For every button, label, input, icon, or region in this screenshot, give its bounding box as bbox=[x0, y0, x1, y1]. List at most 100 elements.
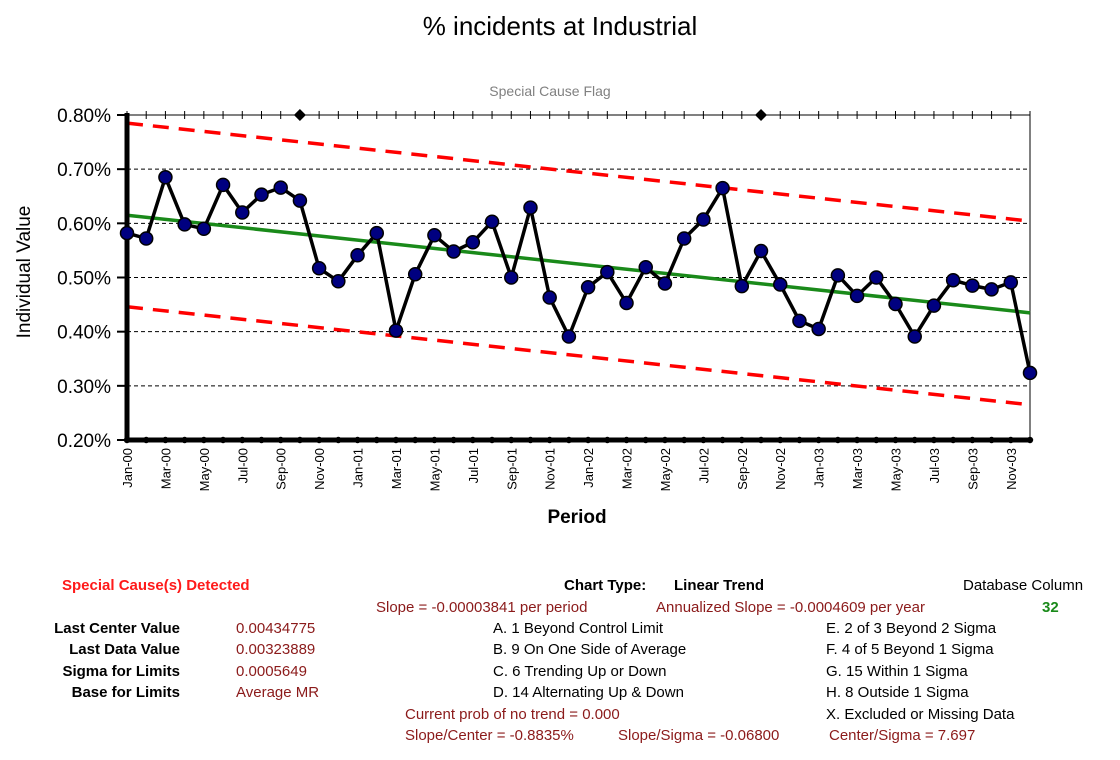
x-tick-marker bbox=[354, 436, 361, 444]
prob-trend-text: Current prob of no trend = 0.000 bbox=[405, 706, 620, 723]
data-point bbox=[504, 270, 519, 285]
data-point bbox=[119, 225, 135, 241]
data-point bbox=[407, 267, 423, 282]
x-tick-marker bbox=[200, 436, 208, 444]
chart-title: % incidents at Industrial bbox=[423, 11, 698, 41]
slope-sigma-text: Slope/Sigma = -0.06800 bbox=[618, 727, 780, 744]
y-tick-label: 0.70% bbox=[57, 160, 111, 181]
data-point bbox=[772, 277, 788, 292]
data-point bbox=[235, 205, 250, 220]
x-tick-label: Sep-01 bbox=[504, 448, 519, 490]
rule-h: H. 8 Outside 1 Sigma bbox=[826, 684, 969, 701]
x-tick-label: Mar-00 bbox=[158, 448, 173, 489]
data-point bbox=[484, 214, 500, 229]
x-tick-marker bbox=[411, 436, 419, 444]
x-tick-marker bbox=[815, 436, 822, 444]
data-point bbox=[542, 290, 557, 305]
chart-type-value: Linear Trend bbox=[674, 577, 765, 594]
x-tick-label: May-03 bbox=[889, 448, 904, 491]
data-point bbox=[888, 296, 903, 312]
data-point bbox=[715, 180, 730, 196]
annualized-slope-text: Annualized Slope = -0.0004609 per year bbox=[656, 599, 925, 616]
data-point bbox=[388, 323, 404, 338]
x-tick-label: Sep-02 bbox=[735, 448, 750, 490]
x-tick-marker bbox=[527, 436, 534, 444]
db-column-value: 32 bbox=[1042, 599, 1059, 616]
x-tick-marker bbox=[373, 436, 380, 444]
x-tick-label: Jan-03 bbox=[812, 448, 827, 488]
x-tick-label: Nov-01 bbox=[543, 448, 558, 490]
x-tick-label: Jul-03 bbox=[927, 448, 942, 483]
x-tick-marker bbox=[143, 436, 150, 444]
sigma-label: Sigma for Limits bbox=[62, 663, 180, 680]
x-tick-marker bbox=[431, 436, 438, 444]
x-tick-marker bbox=[508, 436, 515, 444]
data-point bbox=[734, 278, 750, 294]
data-point bbox=[945, 272, 961, 288]
data-point bbox=[350, 248, 365, 263]
data-line bbox=[126, 175, 1032, 374]
x-tick-marker bbox=[296, 436, 304, 444]
x-tick-marker bbox=[661, 436, 669, 444]
data-point bbox=[273, 180, 288, 195]
x-tick-marker bbox=[392, 436, 400, 444]
x-tick-marker bbox=[239, 436, 246, 444]
rule-g: G. 15 Within 1 Sigma bbox=[826, 663, 968, 680]
x-tick-label: Sep-00 bbox=[274, 448, 289, 490]
x-axis-label: Period bbox=[547, 507, 606, 528]
x-tick-marker bbox=[546, 436, 553, 444]
x-tick-label: Nov-00 bbox=[312, 448, 327, 490]
last-data-label: Last Data Value bbox=[69, 641, 180, 658]
data-point bbox=[907, 329, 922, 344]
x-tick-marker bbox=[757, 436, 765, 444]
data-point bbox=[523, 200, 538, 215]
rule-e: E. 2 of 3 Beyond 2 Sigma bbox=[826, 620, 997, 637]
x-tick-marker bbox=[930, 436, 938, 444]
x-tick-marker bbox=[162, 436, 169, 444]
x-tick-label: May-02 bbox=[658, 448, 673, 491]
x-tick-label: Nov-02 bbox=[773, 448, 788, 490]
y-tick-label: 0.50% bbox=[57, 269, 111, 290]
y-tick-label: 0.30% bbox=[57, 377, 111, 398]
x-tick-marker bbox=[738, 436, 746, 444]
sigma-value: 0.0005649 bbox=[236, 663, 307, 680]
x-tick-marker bbox=[488, 436, 496, 444]
slope-center-text: Slope/Center = -0.8835% bbox=[405, 727, 574, 744]
special-cause-text: Special Cause(s) Detected bbox=[62, 577, 250, 594]
data-point bbox=[1022, 365, 1038, 381]
db-column-label: Database Column bbox=[963, 577, 1084, 594]
slope-text: Slope = -0.00003841 per period bbox=[376, 599, 588, 616]
x-tick-label: Jul-00 bbox=[235, 448, 250, 483]
rule-a: A. 1 Beyond Control Limit bbox=[493, 620, 664, 637]
data-point bbox=[676, 231, 692, 246]
x-tick-marker bbox=[834, 436, 842, 444]
rule-d: D. 14 Alternating Up & Down bbox=[493, 684, 684, 701]
x-tick-marker bbox=[335, 436, 342, 444]
x-tick-label: Mar-03 bbox=[850, 448, 865, 489]
y-tick-label: 0.80% bbox=[57, 106, 111, 127]
last-center-value: 0.00434775 bbox=[236, 620, 316, 637]
x-tick-label: Jan-01 bbox=[351, 448, 366, 488]
data-point bbox=[1003, 275, 1019, 290]
x-tick-marker bbox=[988, 436, 995, 444]
data-point bbox=[158, 170, 173, 185]
data-point bbox=[600, 264, 615, 280]
special-cause-flag bbox=[755, 109, 768, 121]
center-line bbox=[126, 213, 1031, 315]
y-axis-label: Individual Value bbox=[14, 206, 35, 339]
chart-subtitle: Special Cause Flag bbox=[489, 83, 610, 99]
data-point bbox=[984, 282, 999, 297]
data-point bbox=[177, 217, 192, 232]
data-point bbox=[369, 225, 385, 241]
x-tick-marker bbox=[565, 436, 573, 444]
data-point bbox=[138, 231, 154, 246]
data-point bbox=[657, 276, 673, 291]
x-tick-marker bbox=[469, 436, 477, 444]
x-tick-label: Nov-03 bbox=[1004, 448, 1019, 490]
x-tick-marker bbox=[623, 436, 630, 444]
x-tick-label: Jan-00 bbox=[120, 448, 135, 488]
data-point bbox=[753, 243, 769, 259]
x-tick-marker bbox=[315, 436, 323, 444]
x-tick-label: Mar-01 bbox=[389, 448, 404, 489]
x-tick-marker bbox=[277, 436, 284, 444]
